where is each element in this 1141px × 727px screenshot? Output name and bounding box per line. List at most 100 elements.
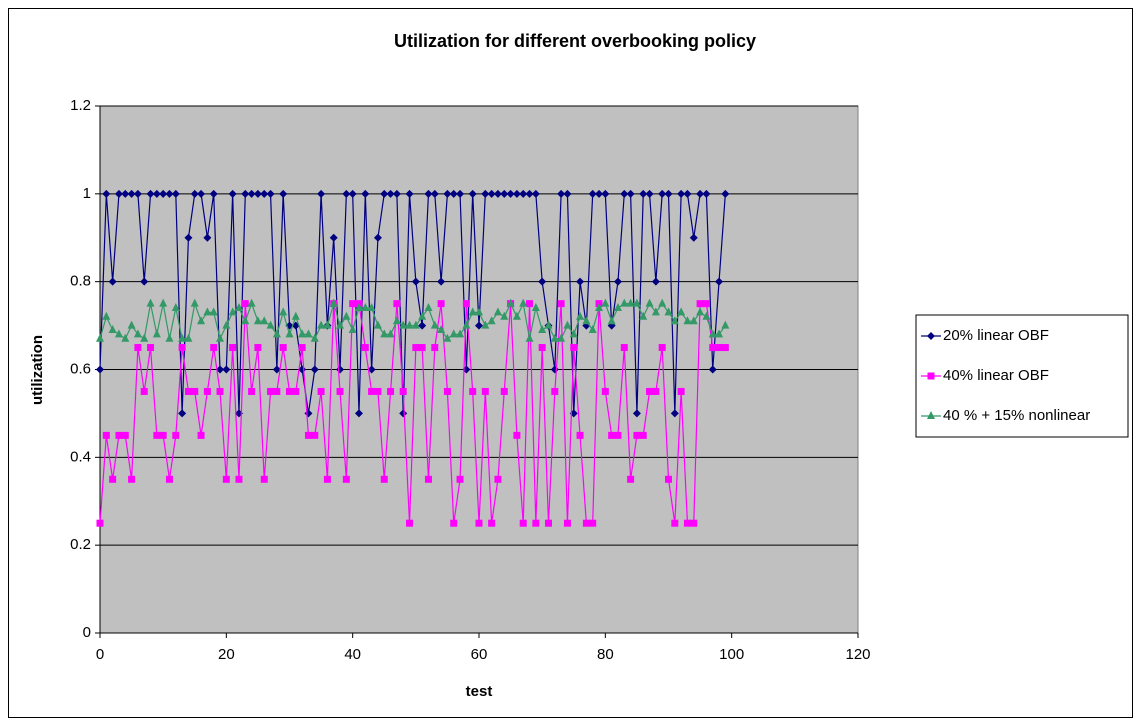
marker (234, 303, 243, 312)
marker (108, 277, 117, 286)
marker (525, 333, 534, 342)
x-tick-label: 20 (218, 646, 235, 663)
marker (133, 329, 142, 338)
marker (96, 333, 104, 342)
marker (190, 189, 199, 198)
marker (153, 431, 161, 439)
marker (424, 189, 433, 198)
marker (519, 519, 527, 527)
marker (127, 320, 136, 329)
marker (342, 475, 350, 483)
marker (645, 298, 654, 307)
marker (582, 519, 590, 527)
marker (513, 431, 521, 439)
marker (197, 431, 205, 439)
marker (354, 303, 363, 312)
y-tick-label: 0.6 (70, 360, 91, 377)
marker (121, 333, 130, 342)
marker (127, 189, 136, 198)
marker (317, 387, 325, 395)
marker (165, 475, 173, 483)
marker (576, 431, 584, 439)
marker (538, 324, 547, 333)
legend-label: 40% linear OBF (943, 367, 1049, 384)
marker (178, 344, 186, 352)
marker (291, 311, 300, 320)
marker (374, 387, 382, 395)
marker (424, 475, 432, 483)
marker (386, 189, 395, 198)
x-tick-label: 120 (845, 646, 870, 663)
marker (570, 344, 578, 352)
y-tick-label: 1.2 (70, 97, 91, 114)
marker (260, 475, 268, 483)
marker (241, 316, 250, 325)
marker (349, 300, 357, 308)
marker (406, 519, 414, 527)
marker (114, 189, 123, 198)
marker (563, 320, 572, 329)
marker (248, 387, 256, 395)
marker (392, 189, 401, 198)
marker (279, 189, 288, 198)
marker (310, 365, 319, 374)
marker (531, 189, 540, 198)
marker (367, 303, 376, 312)
marker (210, 344, 218, 352)
marker (348, 189, 357, 198)
marker (506, 298, 515, 307)
marker (632, 409, 641, 418)
marker (304, 431, 312, 439)
marker (140, 387, 148, 395)
marker (639, 311, 648, 320)
marker (658, 344, 666, 352)
marker (222, 365, 231, 374)
marker (449, 189, 458, 198)
x-tick-label: 100 (719, 646, 744, 663)
marker (222, 320, 231, 329)
marker (102, 431, 110, 439)
marker (608, 431, 616, 439)
marker (367, 365, 376, 374)
marker (613, 303, 622, 312)
marker (159, 298, 168, 307)
marker (462, 300, 470, 308)
marker (927, 332, 935, 340)
y-tick-label: 0 (83, 624, 91, 641)
marker (298, 344, 306, 352)
marker (709, 344, 717, 352)
marker (721, 344, 729, 352)
marker (576, 311, 585, 320)
marker (190, 298, 199, 307)
marker (411, 320, 420, 329)
y-tick-label: 0.4 (70, 448, 91, 465)
marker (286, 387, 293, 395)
marker (538, 277, 547, 286)
marker (399, 387, 407, 395)
marker (342, 189, 351, 198)
marker (209, 189, 218, 198)
marker (348, 324, 357, 333)
marker (152, 189, 161, 198)
marker (203, 233, 212, 242)
marker (134, 344, 142, 352)
marker (279, 344, 287, 352)
marker (405, 189, 414, 198)
marker (670, 409, 679, 418)
marker (228, 307, 237, 316)
marker (627, 475, 635, 483)
marker (329, 298, 338, 307)
marker (500, 311, 509, 320)
marker (690, 519, 698, 527)
marker (469, 387, 477, 395)
marker (689, 316, 698, 325)
marker (576, 277, 585, 286)
marker (159, 189, 168, 198)
x-axis-label: test (466, 683, 493, 700)
marker (323, 475, 331, 483)
marker (683, 519, 691, 527)
marker (456, 329, 465, 338)
marker (260, 316, 269, 325)
marker (614, 431, 622, 439)
marker (216, 365, 225, 374)
